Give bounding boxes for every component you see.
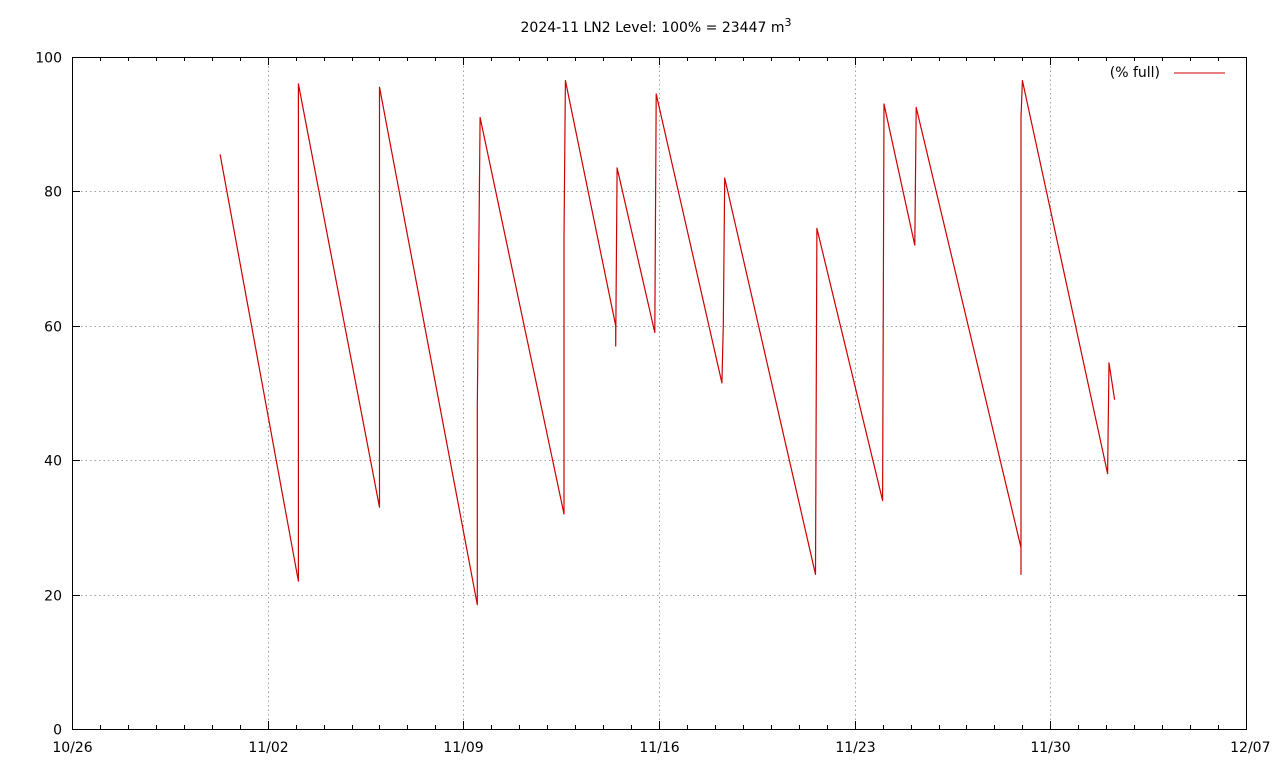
series-layer <box>219 79 1116 606</box>
grid-lines <box>72 57 1246 729</box>
axis-ticks <box>72 57 1247 730</box>
x-tick-label: 12/07 <box>1230 740 1270 756</box>
tick-labels: 0 20 40 60 80 100 10/26 11/02 11/09 11/16 11/23 11/… <box>35 51 1270 757</box>
y-tick-label: 60 <box>44 320 62 336</box>
y-tick-label: 20 <box>44 589 62 605</box>
x-tick-label: 11/16 <box>639 740 679 756</box>
y-tick-label: 100 <box>35 51 62 67</box>
y-tick-label: 0 <box>53 723 62 739</box>
x-tick-label: 11/02 <box>248 740 288 756</box>
chart-title-main: 2024-11 LN2 Level: 100% = 23447 m <box>521 20 785 36</box>
legend: (% full) <box>1110 65 1225 81</box>
legend-label: (% full) <box>1110 65 1160 81</box>
series-line <box>219 79 1116 606</box>
chart-title: 2024-11 LN2 Level: 100% = 23447 m3 <box>521 16 792 36</box>
x-tick-label: 11/23 <box>835 740 875 756</box>
x-tick-label: 10/26 <box>52 740 92 756</box>
x-tick-label: 11/09 <box>443 740 483 756</box>
chart-title-superscript: 3 <box>784 16 791 29</box>
x-tick-label: 11/30 <box>1030 740 1070 756</box>
y-tick-label: 80 <box>44 185 62 201</box>
y-tick-label: 40 <box>44 454 62 470</box>
